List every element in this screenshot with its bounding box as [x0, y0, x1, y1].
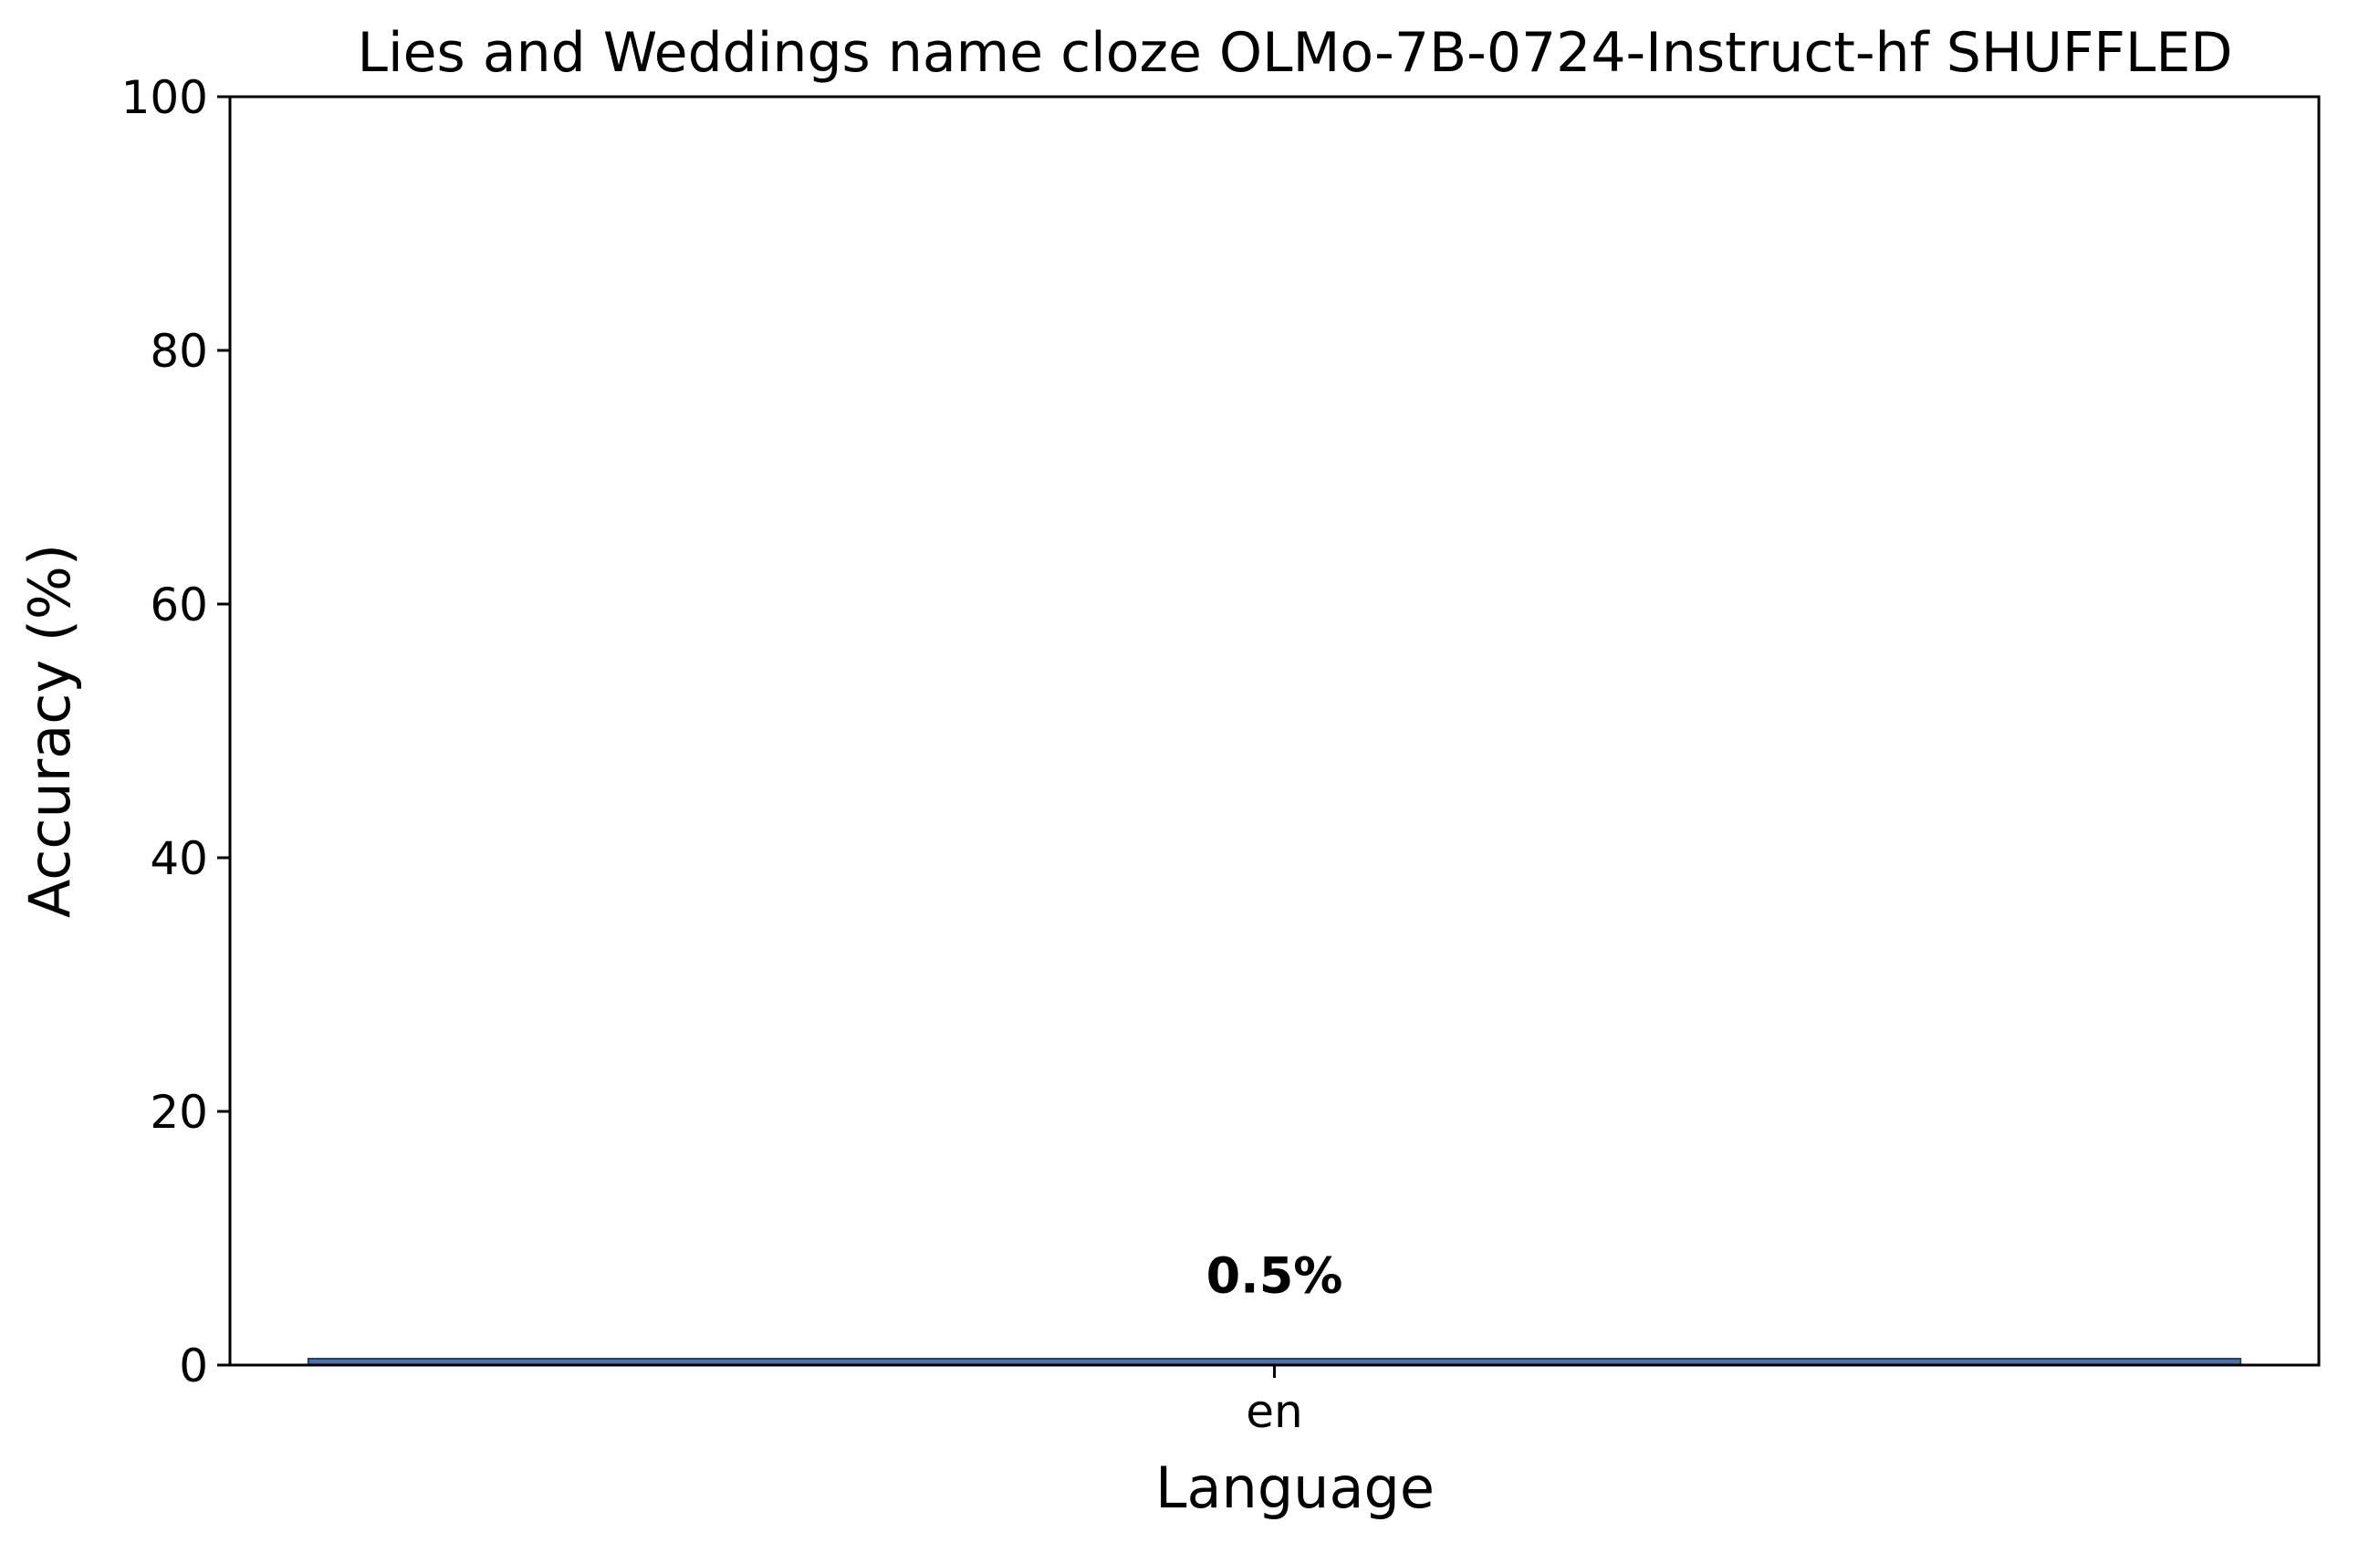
- y-tick-label-20: 20: [150, 1086, 208, 1139]
- y-axis-ticks: 0 20 40 60 80 100: [121, 71, 230, 1392]
- chart-title: Lies and Weddings name cloze OLMo-7B-072…: [358, 21, 2233, 85]
- x-axis-label: Language: [1155, 1454, 1435, 1521]
- y-tick-label-100: 100: [121, 71, 208, 124]
- y-axis-label: Accuracy (%): [16, 544, 83, 918]
- y-tick-label-0: 0: [179, 1340, 208, 1392]
- data-labels-group: 0.5%: [1206, 1247, 1343, 1305]
- y-tick-label-40: 40: [150, 832, 208, 885]
- plot-area-frame: [228, 95, 2321, 1367]
- data-label-en: 0.5%: [1206, 1247, 1343, 1305]
- x-axis-ticks: en: [1246, 1365, 1303, 1438]
- y-tick-label-60: 60: [150, 579, 208, 631]
- y-tick-label-80: 80: [150, 325, 208, 378]
- x-tick-label-en: en: [1246, 1385, 1302, 1438]
